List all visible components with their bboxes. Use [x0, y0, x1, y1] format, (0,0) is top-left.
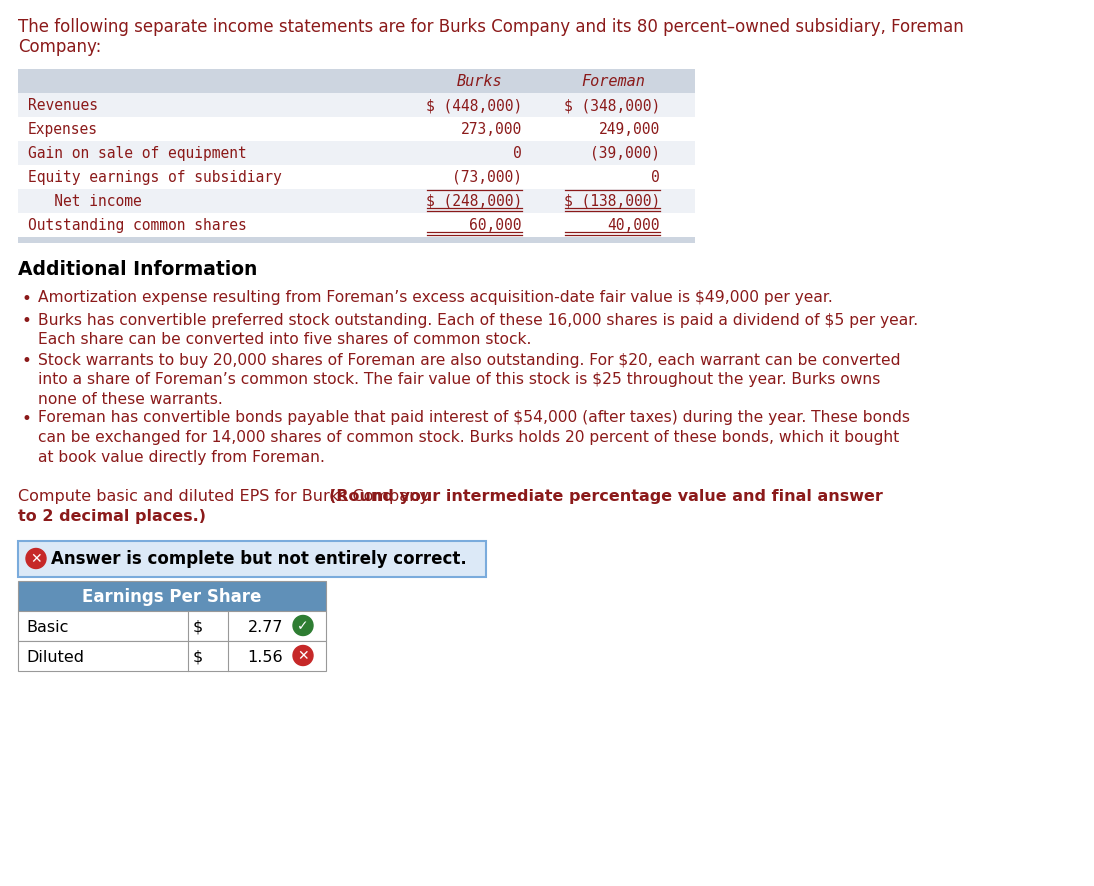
Text: 0: 0 — [651, 170, 660, 185]
Text: $: $ — [193, 649, 203, 664]
Text: $ (448,000): $ (448,000) — [426, 97, 522, 113]
Circle shape — [293, 616, 313, 636]
Text: 60,000: 60,000 — [469, 218, 522, 233]
Text: Foreman: Foreman — [581, 74, 645, 89]
Bar — [18, 581, 326, 610]
Text: Basic: Basic — [26, 618, 68, 633]
Text: Net income: Net income — [28, 194, 142, 209]
Bar — [18, 94, 695, 118]
Text: Equity earnings of subsidiary: Equity earnings of subsidiary — [28, 170, 282, 185]
Text: 249,000: 249,000 — [598, 122, 660, 136]
Text: (73,000): (73,000) — [452, 170, 522, 185]
Bar — [18, 166, 695, 190]
Text: Diluted: Diluted — [26, 649, 84, 664]
Text: Amortization expense resulting from Foreman’s excess acquisition-date fair value: Amortization expense resulting from Fore… — [38, 290, 833, 305]
Text: $ (248,000): $ (248,000) — [426, 194, 522, 209]
Text: $: $ — [193, 618, 203, 633]
Text: 1.56: 1.56 — [247, 649, 283, 664]
Text: to 2 decimal places.): to 2 decimal places.) — [18, 508, 206, 523]
Text: ✕: ✕ — [31, 552, 42, 566]
Text: (Round your intermediate percentage value and final answer: (Round your intermediate percentage valu… — [329, 489, 883, 504]
Text: •: • — [22, 352, 32, 370]
Text: Expenses: Expenses — [28, 122, 98, 136]
Text: 0: 0 — [513, 146, 522, 161]
Text: $ (348,000): $ (348,000) — [563, 97, 660, 113]
Text: Additional Information: Additional Information — [18, 260, 257, 279]
Text: Earnings Per Share: Earnings Per Share — [82, 587, 261, 606]
Text: $ (138,000): $ (138,000) — [563, 194, 660, 209]
Bar — [18, 237, 695, 244]
Text: Outstanding common shares: Outstanding common shares — [28, 218, 247, 233]
Bar — [18, 214, 695, 237]
Bar — [18, 118, 695, 142]
Text: Foreman has convertible bonds payable that paid interest of $54,000 (after taxes: Foreman has convertible bonds payable th… — [38, 409, 910, 464]
Text: Burks has convertible preferred stock outstanding. Each of these 16,000 shares i: Burks has convertible preferred stock ou… — [38, 312, 918, 347]
Text: 40,000: 40,000 — [607, 218, 660, 233]
Bar — [18, 70, 695, 94]
Text: •: • — [22, 290, 32, 307]
Bar — [18, 641, 326, 671]
Text: 273,000: 273,000 — [461, 122, 522, 136]
Text: (39,000): (39,000) — [590, 146, 660, 161]
Text: Gain on sale of equipment: Gain on sale of equipment — [28, 146, 247, 161]
Text: ✕: ✕ — [298, 649, 309, 663]
FancyBboxPatch shape — [18, 540, 486, 577]
Circle shape — [26, 549, 46, 569]
Text: 2.77: 2.77 — [247, 618, 283, 633]
Bar — [18, 610, 326, 641]
Bar — [18, 142, 695, 166]
Circle shape — [293, 646, 313, 665]
Text: Compute basic and diluted EPS for Burks Company.: Compute basic and diluted EPS for Burks … — [18, 489, 437, 504]
Bar — [18, 190, 695, 214]
Text: The following separate income statements are for Burks Company and its 80 percen: The following separate income statements… — [18, 18, 964, 36]
Text: Company:: Company: — [18, 38, 102, 56]
Text: •: • — [22, 312, 32, 330]
Text: Answer is complete but not entirely correct.: Answer is complete but not entirely corr… — [51, 549, 467, 567]
Text: Stock warrants to buy 20,000 shares of Foreman are also outstanding. For $20, ea: Stock warrants to buy 20,000 shares of F… — [38, 352, 900, 407]
Text: ✓: ✓ — [298, 618, 309, 633]
Text: Revenues: Revenues — [28, 97, 98, 113]
Text: Burks: Burks — [457, 74, 503, 89]
Text: •: • — [22, 409, 32, 428]
